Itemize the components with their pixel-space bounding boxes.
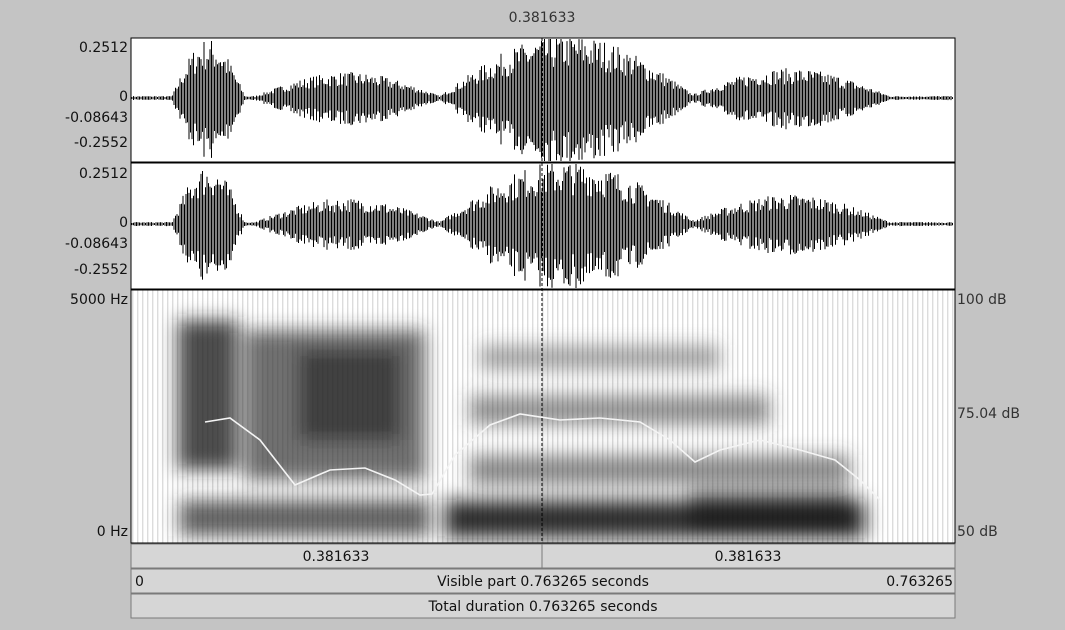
selection-bar-left[interactable] xyxy=(130,543,543,569)
right-duration: 0.381633 xyxy=(715,549,782,565)
waveform-path xyxy=(131,164,953,288)
total-duration-label: Total duration 0.763265 seconds xyxy=(428,599,658,615)
intensity-bottom-label: 50 dB xyxy=(957,524,998,540)
amplitude-value-label: -0.08643 xyxy=(65,110,128,126)
spectrogram[interactable] xyxy=(131,290,955,543)
selection-bar-right[interactable] xyxy=(541,543,956,569)
amplitude-max-label: 0.2512 xyxy=(79,166,128,182)
total-duration-bar[interactable] xyxy=(130,593,956,619)
visible-part-bar[interactable] xyxy=(130,568,956,594)
visible-start: 0 xyxy=(135,574,144,590)
amplitude-min-label: -0.2552 xyxy=(74,135,128,151)
waveform-trace xyxy=(131,39,953,161)
intensity-top-label: 100 dB xyxy=(957,292,1007,308)
cursor-time: 0.381633 xyxy=(509,10,576,26)
visible-end: 0.763265 xyxy=(886,574,953,590)
left-duration: 0.381633 xyxy=(303,549,370,565)
amplitude-value-label: -0.08643 xyxy=(65,236,128,252)
amplitude-min-label: -0.2552 xyxy=(74,262,128,278)
spectrogram-frame xyxy=(130,289,956,544)
intensity-mid-label: 75.04 dB xyxy=(957,406,1020,422)
waveform-path xyxy=(131,39,953,161)
amplitude-zero-label: 0 xyxy=(119,89,128,105)
frequency-top-label: 5000 Hz xyxy=(70,292,128,308)
amplitude-zero-label: 0 xyxy=(119,215,128,231)
amplitude-max-label: 0.2512 xyxy=(79,40,128,56)
waveform-trace xyxy=(131,164,953,288)
visible-part-label: Visible part 0.763265 seconds xyxy=(437,574,649,590)
frequency-bottom-label: 0 Hz xyxy=(97,524,128,540)
spectrogram-energy xyxy=(178,320,865,538)
intensity-curve xyxy=(204,413,881,501)
